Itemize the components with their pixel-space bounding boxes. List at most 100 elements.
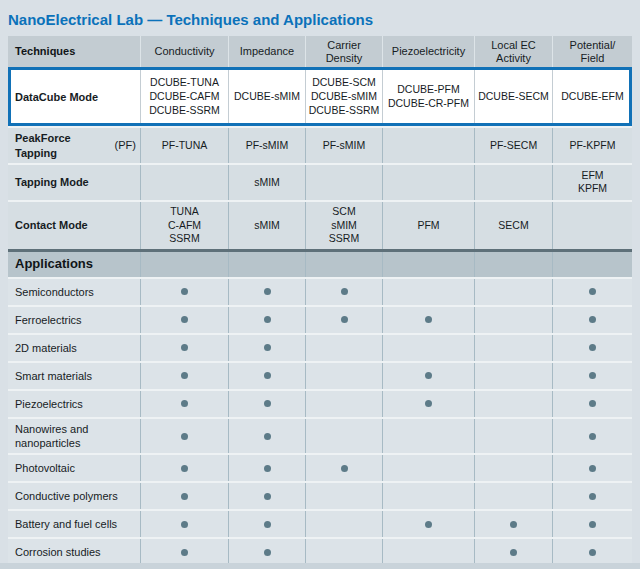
applications-header-spacer — [140, 252, 228, 277]
technique-row-label: Tapping Mode — [8, 165, 140, 200]
technique-cell-values: TUNAC-AFMSSRM — [168, 205, 201, 246]
technique-row-label: DataCube Mode — [8, 67, 140, 126]
footer-strip — [0, 563, 640, 569]
column-header-piezoelectricity: Piezoelectricity — [382, 36, 474, 67]
technique-value: DCUBE-sMIM — [309, 90, 380, 104]
capability-dot-icon — [341, 465, 348, 472]
technique-value: DCUBE-TUNA — [149, 76, 220, 90]
mode-label: PeakForce Tapping — [15, 131, 112, 160]
technique-cell: DCUBE-TUNADCUBE-CAFMDCUBE-SSRM — [140, 67, 228, 126]
technique-cell: sMIM — [228, 165, 305, 200]
technique-cell: PF-SECM — [474, 128, 552, 163]
technique-value: PF-KPFM — [569, 139, 615, 153]
technique-value: DCUBE-sMIM — [234, 90, 300, 104]
application-mark-cell — [382, 539, 474, 565]
application-mark-cell — [552, 539, 632, 565]
application-mark-cell — [140, 335, 228, 361]
application-row-piezoelectrics: Piezoelectrics — [8, 389, 632, 417]
application-mark-cell — [474, 279, 552, 305]
technique-value: DCUBE-PFM — [388, 83, 469, 97]
application-mark-cell — [305, 539, 382, 565]
application-mark-cell — [382, 455, 474, 481]
application-mark-cell — [382, 511, 474, 537]
technique-value: DCUBE-CR-PFM — [388, 97, 469, 111]
applications-header-spacer — [305, 252, 382, 277]
technique-value: PF-sMIM — [323, 139, 366, 153]
capability-dot-icon — [181, 372, 188, 379]
application-row-2d-materials: 2D materials — [8, 333, 632, 361]
technique-cell-values: PF-sMIM — [246, 139, 289, 153]
application-label: Ferroelectrics — [8, 307, 140, 333]
technique-cell-values: DCUBE-PFMDCUBE-CR-PFM — [388, 83, 469, 110]
capability-dot-icon — [181, 493, 188, 500]
application-mark-cell — [140, 363, 228, 389]
technique-cell: PF-KPFM — [552, 128, 632, 163]
application-mark-cell — [228, 391, 305, 417]
capability-dot-icon — [589, 344, 596, 351]
capability-dot-icon — [510, 549, 517, 556]
application-mark-cell — [140, 511, 228, 537]
technique-cell: sMIM — [228, 202, 305, 249]
technique-value: PF-SECM — [490, 139, 537, 153]
column-header-carrier-density: Carrier Density — [305, 36, 382, 67]
technique-value: sMIM — [254, 176, 280, 190]
capability-dot-icon — [341, 288, 348, 295]
applications-header-spacer — [552, 252, 632, 277]
technique-cell: DCUBE-PFMDCUBE-CR-PFM — [382, 67, 474, 126]
capability-dot-icon — [264, 288, 271, 295]
application-mark-cell — [382, 391, 474, 417]
technique-cell-values: PF-SECM — [490, 139, 537, 153]
capability-dot-icon — [181, 288, 188, 295]
technique-cell-values: DCUBE-SCMDCUBE-sMIMDCUBE-SSRM — [309, 76, 380, 117]
application-mark-cell — [140, 539, 228, 565]
capability-dot-icon — [264, 433, 271, 440]
technique-row-label: PeakForce Tapping(PF) — [8, 128, 140, 163]
column-header-local-ec-activity: Local EC Activity — [474, 36, 552, 67]
capability-dot-icon — [341, 316, 348, 323]
application-mark-cell — [552, 363, 632, 389]
capability-dot-icon — [181, 316, 188, 323]
technique-cell-values: PF-TUNA — [162, 139, 208, 153]
technique-value: SCM — [329, 205, 359, 219]
application-mark-cell — [140, 419, 228, 454]
application-mark-cell — [474, 483, 552, 509]
applications-header-spacer — [474, 252, 552, 277]
page-title: NanoElectrical Lab — Techniques and Appl… — [0, 0, 640, 36]
technique-cell-values: sMIM — [254, 219, 280, 233]
application-mark-cell — [474, 335, 552, 361]
technique-cell: PF-TUNA — [140, 128, 228, 163]
technique-value: TUNA — [168, 205, 201, 219]
application-mark-cell — [140, 391, 228, 417]
page: NanoElectrical Lab — Techniques and Appl… — [0, 0, 640, 569]
application-mark-cell — [552, 419, 632, 454]
technique-row-contact-mode: Contact ModeTUNAC-AFMSSRMsMIMSCMsMIMSSRM… — [8, 200, 632, 249]
capability-dot-icon — [589, 372, 596, 379]
technique-cell-values: PF-KPFM — [569, 139, 615, 153]
application-mark-cell — [228, 363, 305, 389]
capability-dot-icon — [425, 372, 432, 379]
technique-value: DCUBE-SSRM — [309, 104, 380, 118]
techniques-section-label: Techniques — [8, 36, 140, 67]
applications-header-spacer — [382, 252, 474, 277]
application-mark-cell — [474, 419, 552, 454]
technique-value: SECM — [498, 219, 528, 233]
application-row-semiconductors: Semiconductors — [8, 277, 632, 305]
capability-dot-icon — [425, 521, 432, 528]
table-header-row: Techniques ConductivityImpedanceCarrier … — [8, 36, 632, 67]
capability-dot-icon — [589, 521, 596, 528]
technique-value: EFM — [578, 169, 607, 183]
mode-label: Tapping Mode — [15, 175, 89, 189]
application-label: 2D materials — [8, 335, 140, 361]
technique-cell — [140, 165, 228, 200]
technique-cell — [382, 128, 474, 163]
technique-cell-values: SCMsMIMSSRM — [329, 205, 359, 246]
technique-row-tapping-mode: Tapping Mode sMIM EFMKPFM — [8, 163, 632, 200]
technique-cell-values: DCUBE-sMIM — [234, 90, 300, 104]
application-mark-cell — [228, 279, 305, 305]
capability-dot-icon — [181, 400, 188, 407]
capability-dot-icon — [181, 521, 188, 528]
technique-cell-values: EFMKPFM — [578, 169, 607, 196]
technique-value: SSRM — [329, 232, 359, 246]
application-mark-cell — [228, 539, 305, 565]
application-mark-cell — [305, 335, 382, 361]
